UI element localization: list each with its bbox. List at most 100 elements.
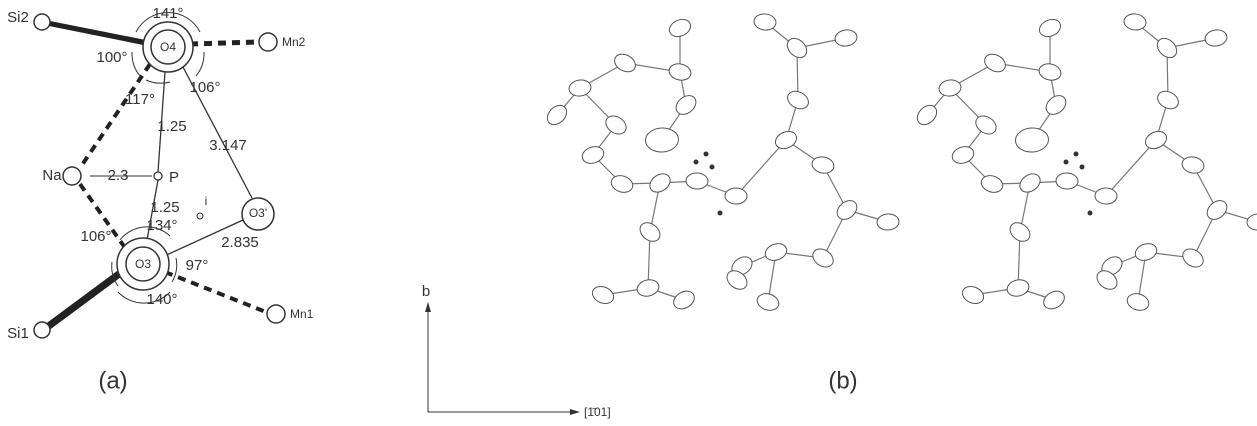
ortep-view <box>544 13 900 313</box>
label: 141° <box>152 5 183 22</box>
arc <box>146 80 170 83</box>
label: Mn1 <box>290 307 314 321</box>
label: 3.147 <box>209 137 247 154</box>
label: 1.25 <box>157 118 186 135</box>
atom-ellipsoid <box>568 79 592 98</box>
label: O3 <box>135 257 151 271</box>
label: 106° <box>80 228 111 245</box>
atom-ellipsoid <box>938 79 962 98</box>
bond-o4-mn2 <box>190 42 258 44</box>
atom-ellipsoid <box>1005 278 1030 299</box>
ortep-view <box>914 13 1257 313</box>
label: 134° <box>146 217 177 234</box>
hydrogen <box>704 152 709 157</box>
label: 97° <box>186 257 209 274</box>
atom-ellipsoid <box>646 170 673 196</box>
atom <box>197 213 203 219</box>
atom-ellipsoid <box>686 173 709 190</box>
atom-ellipsoid <box>960 283 987 306</box>
arc <box>172 258 177 282</box>
atom-ellipsoid <box>1125 291 1151 313</box>
panel-b: b[1̄01](b) <box>422 13 1257 419</box>
label: 2.835 <box>221 234 259 251</box>
label: 106° <box>189 79 220 96</box>
bond <box>736 140 786 196</box>
label: O4 <box>160 40 176 54</box>
hydrogen <box>710 165 715 170</box>
arrowhead <box>570 409 580 415</box>
atom-ellipsoid <box>833 197 860 224</box>
atom-ellipsoid <box>950 144 976 166</box>
hydrogen <box>718 211 723 216</box>
hydrogen <box>1074 152 1079 157</box>
atom-ellipsoid <box>580 144 606 166</box>
atom-ellipsoid <box>1204 28 1228 47</box>
label: i <box>205 194 208 208</box>
atom-ellipsoid <box>725 188 747 204</box>
atom <box>63 167 81 185</box>
atom <box>267 305 285 323</box>
atom <box>154 172 162 180</box>
label: P <box>169 169 179 186</box>
label: 2.3 <box>108 167 129 184</box>
hydrogen <box>1080 165 1085 170</box>
atom-ellipsoid <box>1016 170 1043 196</box>
atom-ellipsoid <box>667 16 694 40</box>
atom-ellipsoid <box>784 35 811 62</box>
atom-ellipsoid <box>1015 127 1049 153</box>
atom-ellipsoid <box>1095 188 1117 204</box>
arc <box>196 52 204 76</box>
atom-ellipsoid <box>811 155 836 175</box>
atom-ellipsoid <box>834 28 858 47</box>
label: 117° <box>125 91 155 108</box>
label: 100° <box>96 49 127 66</box>
bond <box>1106 140 1156 196</box>
label: Mn2 <box>282 35 306 49</box>
atom-ellipsoid <box>1143 128 1170 152</box>
label: Si2 <box>7 9 29 26</box>
atom-ellipsoid <box>670 288 697 313</box>
bond-o4-na <box>80 64 150 168</box>
caption: (a) <box>98 367 127 394</box>
atom-ellipsoid <box>1203 197 1230 224</box>
atom-ellipsoid <box>876 213 899 230</box>
atom-ellipsoid <box>1154 35 1181 62</box>
atom-ellipsoid <box>1133 241 1159 264</box>
atom-ellipsoid <box>1037 62 1062 83</box>
atom-ellipsoid <box>914 102 941 129</box>
atom-ellipsoid <box>612 51 639 76</box>
atom-ellipsoid <box>773 128 800 152</box>
atom-ellipsoid <box>1179 245 1206 270</box>
label: Na <box>42 167 62 184</box>
atom-ellipsoid <box>667 62 692 83</box>
axis-label: b <box>422 283 430 300</box>
atom-ellipsoid <box>1040 288 1067 313</box>
bond-o3-si1 <box>40 268 125 334</box>
atom-ellipsoid <box>672 92 699 118</box>
atom <box>34 322 50 338</box>
label: O3' <box>249 206 267 220</box>
atom <box>34 14 50 30</box>
atom-ellipsoid <box>809 245 836 270</box>
atom-ellipsoid <box>1155 88 1182 112</box>
atom-ellipsoid <box>635 278 660 299</box>
atom-ellipsoid <box>982 51 1009 76</box>
atom-ellipsoid <box>1037 16 1064 40</box>
hydrogen <box>1088 211 1093 216</box>
atom-ellipsoid <box>1181 155 1206 175</box>
hydrogen <box>694 160 699 165</box>
arrowhead <box>425 302 431 312</box>
bond-o3-mn1 <box>165 272 266 312</box>
hydrogen <box>1064 160 1069 165</box>
atom-ellipsoid <box>1246 213 1257 230</box>
atom-ellipsoid <box>1056 173 1079 190</box>
atom-ellipsoid <box>1042 92 1069 118</box>
label: 1.25 <box>150 199 179 216</box>
label: Si1 <box>7 325 29 342</box>
atom-ellipsoid <box>636 219 663 245</box>
atom-ellipsoid <box>1006 219 1033 245</box>
label: 140° <box>146 291 177 308</box>
atom-ellipsoid <box>544 102 571 129</box>
atom-ellipsoid <box>763 241 789 264</box>
